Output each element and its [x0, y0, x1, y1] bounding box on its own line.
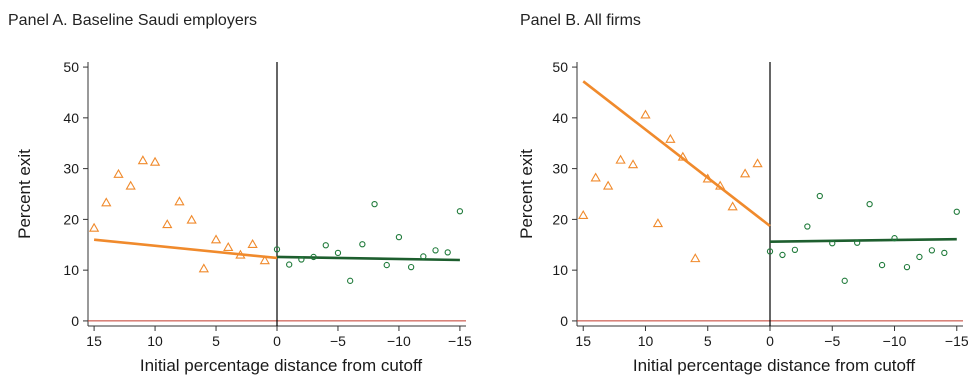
panel-a-point-circle — [456, 208, 464, 215]
panel-b-x-tick-label: 15 — [575, 333, 591, 349]
panel-b-title: Panel B. All firms — [520, 12, 641, 29]
panel-a-x-tick-label: −15 — [448, 333, 472, 349]
panel-a-point-circle — [334, 249, 342, 257]
panel-a-y-tick-label: 10 — [63, 262, 79, 278]
panel-a-point-triangle — [235, 249, 246, 259]
panel-b-point-circle — [916, 253, 923, 261]
panel-a-y-tick-label: 20 — [63, 211, 79, 227]
panel-a-point-circle — [322, 242, 329, 249]
panel-a-x-tick-label: 10 — [147, 333, 163, 349]
panel-a-point-circle — [407, 263, 415, 271]
panel-b-point-circle — [804, 223, 811, 230]
panel-b-y-tick-label: 20 — [552, 211, 568, 227]
panel-a-point-triangle — [210, 234, 222, 244]
panel-a-point-triangle — [101, 197, 112, 207]
panel-b-point-circle — [928, 247, 936, 254]
panel-a-point-triangle — [88, 222, 100, 232]
panel-b-fit-line-2 — [769, 237, 957, 244]
panel-b-point-circle — [816, 192, 823, 200]
panel-b-x-axis-title: Initial percentage distance from cutoff — [633, 356, 916, 375]
panel-b-point-circle — [829, 240, 836, 247]
panel-a-point-triangle — [247, 238, 258, 248]
panel-a-point-circle — [310, 253, 317, 261]
panel-b-point-triangle — [677, 151, 688, 161]
panel-b-y-tick-label: 30 — [552, 161, 568, 177]
panel-b-point-triangle — [690, 253, 701, 263]
panel-a-fit-line-1 — [93, 238, 278, 260]
panel-a-point-triangle — [174, 196, 185, 206]
panel-a-point-triangle — [186, 214, 197, 224]
panel-b-point-triangle — [752, 158, 763, 168]
panel-b-point-triangle — [665, 133, 676, 143]
panel-a-point-circle — [395, 234, 403, 241]
panel-b-point-circle — [841, 277, 848, 284]
panel-a-x-axis-title: Initial percentage distance from cutoff — [140, 356, 423, 375]
panel-a-fit-line-2 — [276, 255, 460, 262]
panel-b-x-tick-label: −15 — [945, 333, 968, 349]
panel-a-y-axis-title: Percent exit — [15, 149, 34, 239]
panel-b-point-circle — [854, 239, 861, 246]
panel-a-point-circle — [347, 277, 354, 284]
panel-a-y-tick-label: 40 — [63, 110, 79, 126]
panel-a-title: Panel A. Baseline Saudi employers — [8, 12, 258, 29]
panel-b-y-tick-label: 40 — [552, 110, 568, 126]
panel-b-point-circle — [878, 261, 886, 269]
panel-b-point-triangle — [627, 159, 639, 169]
panel-a-point-circle — [359, 241, 366, 248]
panel-b-point-triangle — [578, 210, 589, 220]
panel-a-point-triangle — [149, 156, 161, 166]
panel-a-point-circle — [432, 247, 439, 254]
panel-b-point-triangle — [590, 172, 601, 182]
panel-a-point-triangle — [223, 241, 234, 252]
panel-b-point-circle — [941, 249, 948, 257]
panel-b-y-tick-label: 50 — [552, 59, 568, 75]
panel-b-point-triangle — [727, 201, 738, 211]
panel-a-point-circle — [420, 253, 427, 260]
panel-a-point-triangle — [125, 180, 136, 190]
panel-a-y-tick-label: 50 — [63, 59, 79, 75]
panel-a-y-tick-label: 30 — [63, 161, 79, 177]
panel-a-point-circle — [298, 256, 305, 263]
panel-b-point-triangle — [615, 154, 626, 164]
panel-a-point-circle — [286, 261, 293, 268]
panel-b-y-tick-label: 0 — [560, 313, 568, 329]
panel-a-x-tick-label: 0 — [273, 333, 281, 349]
panel-a-point-circle — [383, 261, 390, 269]
panel-b-point-circle — [766, 248, 774, 255]
panel-a-x-tick-label: −10 — [387, 333, 411, 349]
panel-b-point-circle — [891, 235, 898, 242]
panel-b-point-circle — [866, 201, 873, 208]
panel-b-point-triangle — [640, 109, 651, 119]
panel-a-y-tick-label: 0 — [71, 313, 79, 329]
panel-a-point-triangle — [259, 255, 270, 265]
panel-b-y-tick-label: 10 — [552, 262, 568, 278]
panel-b-point-triangle — [652, 218, 664, 228]
panel-a-point-circle — [444, 249, 451, 256]
panel-b-x-tick-label: 0 — [766, 333, 774, 349]
panel-b-point-circle — [903, 263, 911, 271]
panel-b-x-tick-label: 10 — [638, 333, 654, 349]
panel-b-fit-line-1 — [582, 80, 771, 228]
panel-a-x-tick-label: −5 — [330, 333, 346, 349]
panel-b-point-triangle — [702, 173, 713, 183]
panel-b-point-triangle — [739, 168, 751, 178]
panel-a-point-triangle — [137, 155, 149, 165]
panel-a-point-triangle — [162, 219, 173, 229]
panel-a-x-tick-label: 15 — [86, 333, 102, 349]
panel-b-y-axis-title: Percent exit — [517, 149, 536, 239]
panel-b-point-circle — [953, 208, 960, 215]
panel-a-point-triangle — [198, 263, 209, 273]
panel-a-point-triangle — [113, 168, 124, 178]
panel-b-point-circle — [791, 246, 799, 253]
panel-b-x-tick-label: −10 — [883, 333, 907, 349]
panel-a-point-circle — [371, 201, 378, 208]
panel-b-point-triangle — [602, 180, 614, 190]
panel-b-point-triangle — [715, 180, 726, 190]
panel-a-x-tick-label: 5 — [212, 333, 220, 349]
panel-a-point-circle — [273, 246, 281, 253]
panel-b-x-tick-label: 5 — [704, 333, 712, 349]
panel-b-point-circle — [779, 251, 786, 259]
panel-b-x-tick-label: −5 — [824, 333, 840, 349]
